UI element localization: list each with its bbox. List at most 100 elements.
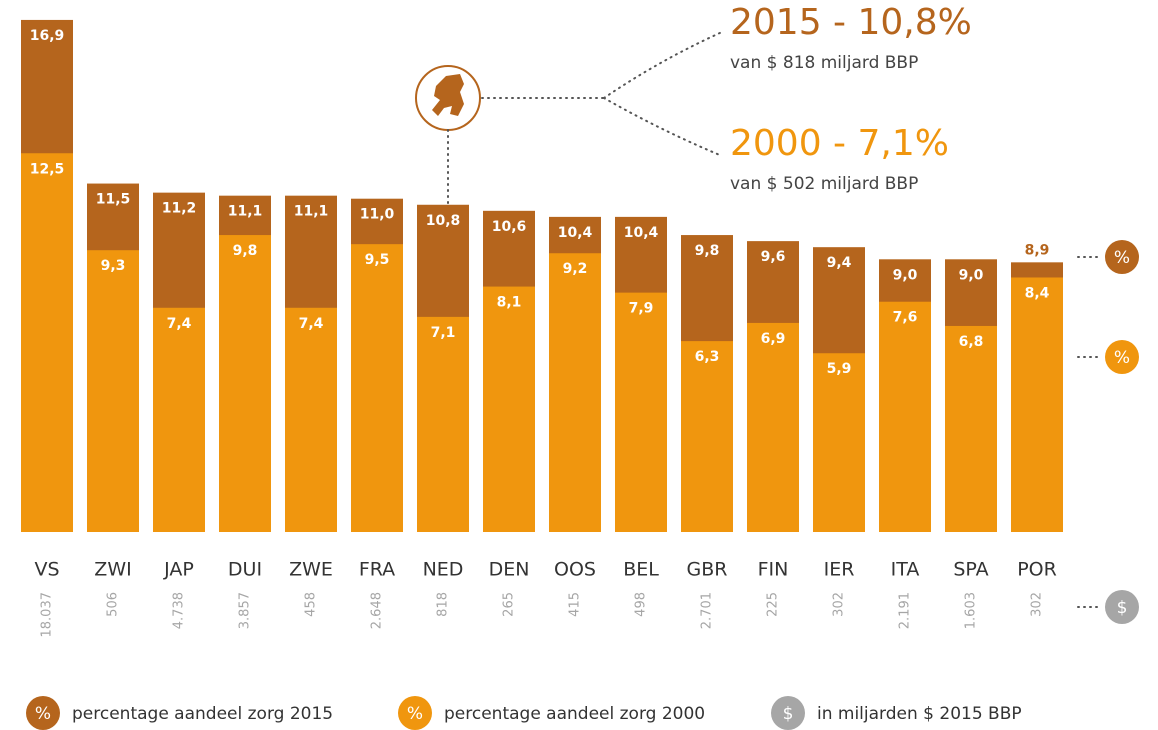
value-label: 6,9	[761, 331, 786, 347]
annotation-subtitle: van $ 818 miljard BBP	[730, 53, 918, 73]
gdp-label: 2.191	[898, 592, 913, 629]
value-label: 9,2	[563, 261, 588, 277]
value-label: 7,1	[431, 325, 456, 341]
gdp-label: 818	[436, 592, 451, 617]
gdp-label: 3.857	[238, 592, 253, 629]
bar-2000	[681, 341, 733, 532]
value-label: 9,8	[233, 243, 258, 259]
annotation-title: 2000 - 7,1%	[730, 123, 949, 164]
legend-symbol: $	[783, 704, 794, 724]
connector-lines	[447, 31, 1101, 608]
bar-2000	[87, 250, 139, 532]
legend-label: percentage aandeel zorg 2015	[72, 704, 333, 724]
marker-circle	[1105, 590, 1139, 624]
value-label: 11,0	[360, 207, 395, 223]
x-tick-label: FRA	[359, 559, 395, 581]
value-label: 10,8	[426, 213, 461, 229]
value-label: 11,1	[228, 204, 263, 220]
value-label: 8,4	[1025, 285, 1050, 301]
x-tick-label: NED	[423, 559, 464, 581]
x-tick-label: OOS	[554, 559, 596, 581]
x-tick-label: BEL	[623, 559, 659, 581]
bar-2000	[813, 353, 865, 532]
bar-2000	[417, 316, 469, 532]
value-label: 7,9	[629, 301, 654, 317]
marker-circle	[1105, 240, 1139, 274]
legend-symbol: %	[35, 704, 51, 724]
x-tick-label: FIN	[758, 559, 789, 581]
value-label: 7,4	[167, 316, 192, 332]
legend-label: percentage aandeel zorg 2000	[444, 704, 705, 724]
value-label: 6,3	[695, 349, 720, 365]
gdp-label: 302	[832, 592, 847, 617]
value-label: 9,0	[959, 267, 984, 283]
annotation-title: 2015 - 10,8%	[730, 2, 972, 43]
value-label: 9,5	[365, 252, 390, 268]
bar-2000	[549, 253, 601, 533]
marker-circle	[1105, 340, 1139, 374]
value-label: 16,9	[30, 28, 65, 44]
value-label: 9,3	[101, 258, 126, 274]
bar-2000	[945, 325, 997, 532]
x-tick-label: JAP	[163, 559, 194, 581]
value-label: 9,6	[761, 249, 786, 265]
gdp-label: 498	[634, 592, 649, 617]
legend-label: in miljarden $ 2015 BBP	[817, 704, 1022, 724]
bar-2000	[21, 153, 73, 532]
marker-symbol: $	[1117, 598, 1128, 618]
legend-swatch	[26, 696, 60, 730]
bar-2000	[285, 307, 337, 532]
value-label: 12,5	[30, 161, 65, 177]
value-label: 10,4	[624, 225, 659, 241]
annotation-subtitle: van $ 502 miljard BBP	[730, 174, 918, 194]
value-label: 8,9	[1025, 242, 1050, 258]
marker-symbol: %	[1114, 248, 1130, 268]
bar-2000	[879, 301, 931, 532]
gdp-label: 18.037	[40, 592, 55, 638]
value-label: 7,4	[299, 316, 324, 332]
x-tick-label: POR	[1017, 559, 1057, 581]
value-label: 9,0	[893, 267, 918, 283]
value-label: 5,9	[827, 361, 852, 377]
value-label: 7,6	[893, 310, 918, 326]
value-label: 10,6	[492, 219, 527, 235]
marker-symbol: %	[1114, 348, 1130, 368]
bar-2000	[153, 307, 205, 532]
x-tick-label: SPA	[953, 559, 988, 581]
x-tick-label: VS	[34, 559, 59, 581]
gdp-label: 458	[304, 592, 319, 617]
value-label: 11,5	[96, 192, 131, 208]
x-tick-label: GBR	[687, 559, 728, 581]
x-tick-label: DUI	[228, 559, 262, 581]
netherlands-icon	[415, 65, 481, 131]
value-label: 9,4	[827, 255, 852, 271]
gdp-label: 4.738	[172, 592, 187, 629]
legend-symbol: %	[407, 704, 423, 724]
x-tick-label: ZWE	[289, 559, 333, 581]
x-tick-label: IER	[824, 559, 855, 581]
value-label: 11,2	[162, 201, 197, 217]
x-tick-label: DEN	[489, 559, 530, 581]
gdp-label: 506	[106, 592, 121, 617]
gdp-label: 302	[1030, 592, 1045, 617]
bar-2000	[615, 292, 667, 532]
bar-2000	[351, 244, 403, 532]
bar-2000	[219, 235, 271, 532]
bar-2000	[483, 286, 535, 532]
gdp-label: 225	[766, 592, 781, 617]
x-tick-label: ZWI	[94, 559, 131, 581]
bar-2000	[1011, 277, 1063, 532]
gdp-label: 1.603	[964, 592, 979, 629]
value-label: 8,1	[497, 295, 522, 311]
gdp-label: 2.701	[700, 592, 715, 629]
value-label: 11,1	[294, 204, 329, 220]
x-tick-label: ITA	[891, 559, 920, 581]
gdp-label: 2.648	[370, 592, 385, 629]
value-label: 9,8	[695, 243, 720, 259]
value-label: 10,4	[558, 225, 593, 241]
bar-2000	[747, 322, 799, 532]
value-label: 6,8	[959, 334, 984, 350]
gdp-label: 415	[568, 592, 583, 617]
gdp-label: 265	[502, 592, 517, 617]
